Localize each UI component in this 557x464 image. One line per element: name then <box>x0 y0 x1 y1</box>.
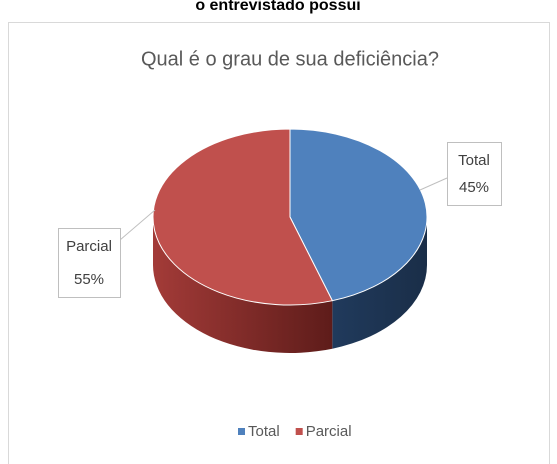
label-value: 45% <box>459 179 489 196</box>
pie-side <box>332 217 427 349</box>
legend-label: Total <box>248 423 280 440</box>
chart-title: Qual é o grau de sua deficiência? <box>141 48 439 70</box>
pie-side <box>153 217 333 353</box>
legend-label: Parcial <box>306 423 352 440</box>
legend-swatch <box>295 428 303 435</box>
label-category: Total <box>458 152 490 169</box>
label-box <box>447 142 502 206</box>
legend-swatch <box>238 428 245 435</box>
leader-line <box>419 177 448 191</box>
label-category: Parcial <box>66 238 112 255</box>
pie-slice <box>152 128 334 306</box>
header: o entrevistado possui <box>195 0 360 14</box>
pie-slice <box>289 128 428 302</box>
label-box <box>58 228 121 298</box>
leader-line <box>119 209 156 241</box>
label-value: 55% <box>74 271 104 288</box>
